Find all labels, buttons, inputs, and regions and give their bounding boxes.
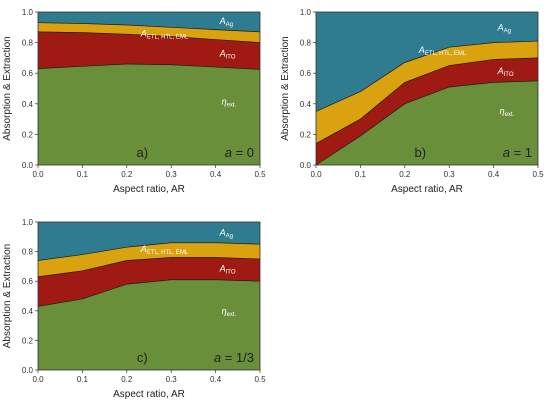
area-ito [316, 57, 538, 165]
chart-panel-3: 0.0 0.1 0.2 0.3 0.4 0.5 0.0 0.2 0.4 0.6 0.8 1.0 Aspe… [2, 218, 266, 400]
boundary-line-etl [315, 40, 539, 112]
boundary-line-ito [315, 57, 539, 144]
y-axis-title: Absorption & Extraction [2, 36, 13, 141]
boundary-line-ito [37, 257, 261, 278]
x-tick-label: 0.0 [310, 170, 322, 179]
x-tick-label: 0.1 [77, 170, 89, 179]
x-tick-label: 0.3 [166, 170, 178, 179]
x-tick-label: 0.3 [444, 170, 456, 179]
boundary-line-eta [315, 80, 539, 166]
area-eta [38, 279, 260, 370]
x-tick-label: 0.0 [32, 170, 44, 179]
annotation-label: a = 1/3 [214, 350, 254, 365]
label-ito: AITO [497, 66, 514, 78]
x-tick-label: 0.1 [77, 375, 89, 384]
panel-label: b) [415, 145, 427, 160]
annotation-label: a = 1 [503, 145, 532, 160]
x-tick-label: 0.2 [121, 375, 133, 384]
boundary-line-etl [37, 22, 261, 33]
x-tick-label: 0.1 [355, 170, 367, 179]
label-ag: AAg [219, 227, 233, 239]
boundary-line-eta [37, 63, 261, 70]
x-axis-title: Aspect ratio, AR [113, 389, 185, 400]
boundary-line-etl [37, 242, 261, 261]
plot-frame [37, 11, 261, 166]
x-tick-label: 0.4 [488, 170, 500, 179]
x-tick-label: 0.4 [210, 375, 222, 384]
label-ag: AAg [497, 22, 511, 34]
area-ag [38, 12, 260, 32]
y-tick-label: 0.0 [22, 161, 34, 170]
area-ag [38, 222, 260, 261]
y-tick-label: 0.2 [22, 130, 34, 139]
y-tick-label: 0.6 [300, 69, 312, 78]
y-tick-label: 1.0 [300, 8, 312, 17]
chart-panel-1: 0.0 0.1 0.2 0.3 0.4 0.5 0.0 0.2 0.4 0.6 0.8 1.0 Aspe… [2, 8, 266, 195]
y-tick-label: 0.4 [22, 100, 34, 109]
label-ag: AAg [219, 16, 233, 28]
plot-frame [315, 11, 539, 166]
y-tick-label: 0.2 [22, 336, 34, 345]
annotation-label: a = 0 [225, 145, 254, 160]
label-eta: ηext. [500, 106, 515, 118]
area-eta [38, 64, 260, 165]
chart-panel-2: 0.0 0.1 0.2 0.3 0.4 0.5 0.0 0.2 0.4 0.6 0.8 1.0 Aspe… [280, 8, 544, 195]
x-axis-title: Aspect ratio, AR [113, 184, 185, 195]
x-tick-label: 0.0 [32, 375, 44, 384]
area-ito [38, 31, 260, 70]
label-ito: AITO [219, 264, 236, 276]
label-eta: ηext. [222, 306, 237, 318]
y-axis-title: Absorption & Extraction [280, 36, 291, 141]
label-etl: AETL, HTL, EML [140, 244, 189, 256]
y-tick-label: 0.0 [22, 366, 34, 375]
label-etl: AETL, HTL, EML [140, 29, 189, 41]
x-tick-label: 0.5 [254, 375, 266, 384]
x-axis-title: Aspect ratio, AR [391, 184, 463, 195]
x-tick-label: 0.2 [399, 170, 411, 179]
x-tick-label: 0.3 [166, 375, 178, 384]
area-eta [316, 80, 538, 165]
y-tick-label: 0.4 [22, 307, 34, 316]
boundary-line-eta [37, 279, 261, 307]
y-axis-title: Absorption & Extraction [2, 244, 13, 349]
y-tick-label: 0.6 [22, 69, 34, 78]
panel-label: a) [137, 145, 149, 160]
area-etl [316, 41, 538, 144]
plot-frame [37, 221, 261, 371]
y-tick-label: 1.0 [22, 8, 34, 17]
y-tick-label: 0.6 [22, 277, 34, 286]
label-eta: ηext. [222, 96, 237, 108]
panel-label: c) [137, 350, 148, 365]
y-tick-label: 0.2 [300, 130, 312, 139]
y-tick-label: 0.8 [22, 248, 34, 257]
boundary-line-ito [37, 31, 261, 43]
x-tick-label: 0.5 [532, 170, 544, 179]
x-tick-label: 0.5 [254, 170, 266, 179]
label-etl: AETL, HTL, EML [418, 45, 467, 57]
y-tick-label: 0.0 [300, 161, 312, 170]
area-ag [316, 12, 538, 112]
y-tick-label: 0.4 [300, 100, 312, 109]
x-tick-label: 0.4 [210, 170, 222, 179]
area-etl [38, 22, 260, 43]
label-ito: AITO [219, 48, 236, 60]
y-tick-label: 0.8 [22, 39, 34, 48]
y-tick-label: 1.0 [22, 218, 34, 227]
x-tick-label: 0.2 [121, 170, 133, 179]
y-tick-label: 0.8 [300, 39, 312, 48]
